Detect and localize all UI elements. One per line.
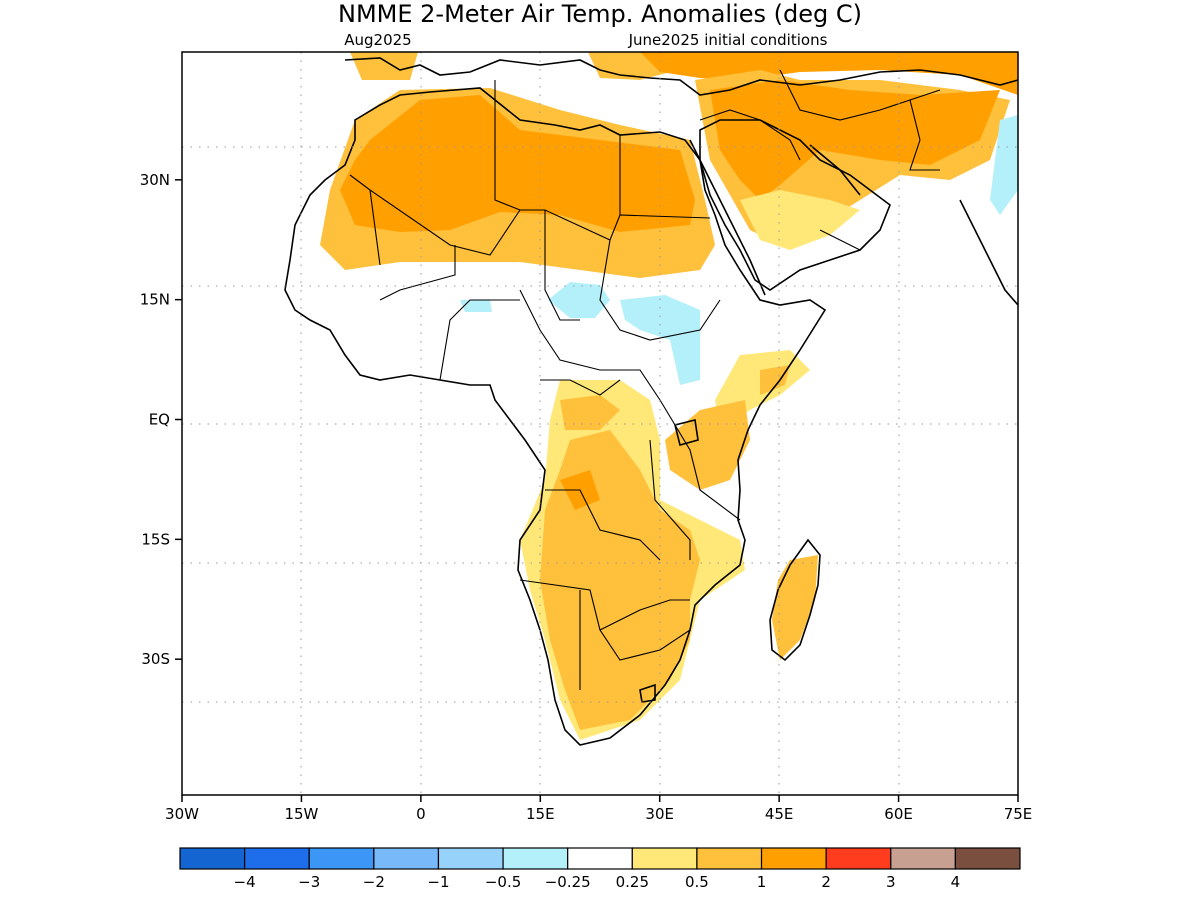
x-tick-label: 30W	[165, 805, 199, 823]
colorbar-label: 4	[951, 873, 961, 891]
anomaly-madagascar	[772, 555, 818, 660]
lesotho	[639, 683, 656, 703]
colorbar-label: −4	[234, 873, 256, 891]
y-tick-label: 30S	[141, 650, 170, 668]
africa-coastline	[284, 87, 827, 746]
map-frame	[181, 51, 1019, 796]
colorbar-label: −3	[298, 873, 320, 891]
x-tick-label: 15W	[284, 805, 318, 823]
graticule	[182, 52, 1018, 795]
colorbar-swatch	[631, 847, 698, 870]
x-tick-label: 60E	[884, 805, 913, 823]
anomaly-congo-warm	[560, 395, 620, 430]
colorbar-swatch	[890, 847, 956, 870]
lake-victoria	[674, 419, 699, 446]
anomaly-arabia-core	[710, 80, 1000, 200]
anomaly-horn-core	[760, 365, 790, 395]
map-area	[182, 52, 1018, 795]
anomaly-sahara-core	[340, 95, 695, 232]
x-tick-label: 45E	[765, 805, 794, 823]
anomaly-turkey	[640, 52, 1018, 95]
persian-gulf	[809, 144, 861, 196]
x-tick-label: 15E	[526, 805, 555, 823]
colorbar-swatch	[437, 847, 504, 870]
colorbar-swatch	[179, 847, 246, 870]
anomaly-cool-west	[460, 300, 492, 312]
x-tick-label: 30E	[645, 805, 674, 823]
anomaly-shading	[320, 52, 1018, 740]
colorbar-label: 2	[821, 873, 831, 891]
y-tick-label: 30N	[140, 171, 170, 189]
colorbar-label: −2	[363, 873, 385, 891]
india-coastline	[959, 199, 1018, 306]
x-tick-label: 0	[416, 805, 426, 823]
colorbar-label: 0.5	[685, 873, 709, 891]
valid-month: Aug2025	[344, 31, 411, 49]
y-tick-label: EQ	[149, 411, 170, 429]
anomaly-cool-sudan	[620, 295, 700, 385]
colorbar-swatch	[696, 847, 763, 870]
country-borders	[349, 69, 941, 690]
colorbar-swatch	[502, 847, 569, 870]
anomaly-cool-sahel	[548, 282, 610, 318]
colorbar-label: 1	[757, 873, 767, 891]
y-tick-label: 15S	[141, 530, 170, 548]
colorbar-swatch	[825, 847, 892, 870]
colorbar-swatch	[244, 847, 310, 870]
colorbar-label: −0.5	[485, 873, 521, 891]
anomaly-kenya	[665, 400, 750, 490]
initial-conditions: June2025 initial conditions	[628, 31, 828, 49]
anomaly-europe	[350, 52, 418, 80]
colorbar-swatch	[308, 847, 375, 870]
colorbar-label: −0.25	[545, 873, 591, 891]
madagascar-coastline	[769, 538, 821, 662]
longitude-axis: 30W 15W 0 15E 30E 45E 60E 75E	[165, 795, 1032, 823]
colorbar-label: −1	[427, 873, 449, 891]
y-tick-label: 15N	[140, 291, 170, 309]
anomaly-south-core	[540, 430, 700, 730]
colorbar-swatch	[567, 847, 633, 870]
colorbar: −4 −3 −2 −1 −0.5 −0.25 0.25 0.5 1 2 3 4	[179, 847, 1021, 891]
map-title: NMME 2-Meter Air Temp. Anomalies (deg C)	[338, 0, 862, 28]
colorbar-swatch	[954, 847, 1021, 870]
colorbar-swatch	[373, 847, 440, 870]
red-sea	[689, 139, 766, 296]
latitude-axis: 30N 15N EQ 15S 30S	[140, 171, 182, 668]
colorbar-swatch	[760, 847, 827, 870]
x-tick-label: 75E	[1004, 805, 1033, 823]
colorbar-label: 3	[886, 873, 896, 891]
colorbar-label: 0.25	[616, 873, 649, 891]
anomaly-cool-india	[990, 115, 1018, 215]
europe-coastline	[344, 57, 1018, 96]
